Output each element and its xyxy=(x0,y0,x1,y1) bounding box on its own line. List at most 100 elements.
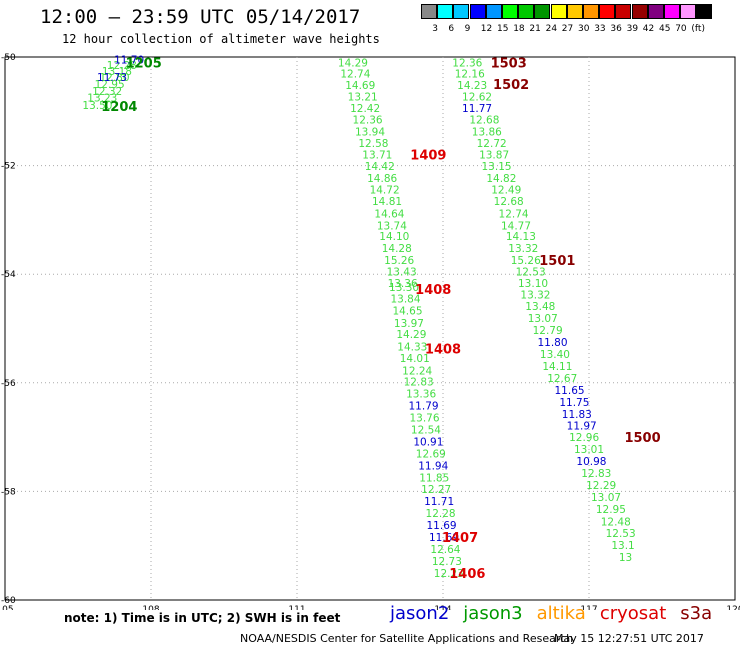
x-tick-label: 105 xyxy=(0,605,14,610)
jason3-swh-value: 13.07 xyxy=(528,313,558,325)
jason3-swh-value: 13.36 xyxy=(388,278,418,290)
plot-frame xyxy=(4,56,736,601)
jason3-swh-value: 14.65 xyxy=(392,306,422,318)
jason3-swh-value: 12.73 xyxy=(432,556,462,568)
jason3-swh-value: 12.49 xyxy=(491,184,521,196)
scale-swatch xyxy=(696,4,713,19)
jason3-swh-value: 12.68 xyxy=(469,114,499,126)
y-tick-label: -60 xyxy=(1,596,16,606)
jason3-swh-value: 13.07 xyxy=(591,492,621,504)
jason3-swh-value: 13.32 xyxy=(508,243,538,255)
jason2-swh-value: 11.83 xyxy=(562,409,592,421)
jason3-swh-value: 13.94 xyxy=(355,126,385,138)
jason2-swh-value: 11.65 xyxy=(555,385,585,397)
jason3-swh-value: 12.54 xyxy=(411,424,441,436)
jason3-swh-value: 14.01 xyxy=(400,353,430,365)
jason3-swh-value: 13.32 xyxy=(520,289,550,301)
satellite-legend: jason2 jason3 altika cryosat s3a xyxy=(390,603,726,624)
jason3-swh-value: 13.43 xyxy=(387,266,417,278)
scale-swatch xyxy=(469,4,486,19)
jason2-swh-value: 11.97 xyxy=(567,421,597,433)
y-tick-label: -50 xyxy=(1,53,16,63)
jason3-swh-value: 12.36 xyxy=(452,57,482,69)
pass-time-label: 1503 xyxy=(491,56,527,71)
satellite-legend-item: jason3 xyxy=(463,603,523,624)
scale-label: 45 xyxy=(659,24,671,34)
scale-label: 30 xyxy=(578,24,590,34)
footer-timestamp: May 15 12:27:51 UTC 2017 xyxy=(554,632,704,645)
jason3-swh-value: 12.95 xyxy=(95,79,125,91)
pass-time-label: 1500 xyxy=(624,431,660,446)
scale-swatch xyxy=(566,4,583,19)
jason3-swh-value: 13.74 xyxy=(377,220,407,232)
jason3-swh-value: 14.42 xyxy=(365,161,395,173)
pass-time-label: 1205 xyxy=(126,56,162,71)
page-title: 12:00 — 23:59 UTC 05/14/2017 xyxy=(40,6,361,28)
x-tick-label: 120 xyxy=(726,605,740,610)
jason3-swh-value: 12.69 xyxy=(416,448,446,460)
jason3-swh-value: 12.62 xyxy=(462,92,492,104)
scale-swatch xyxy=(502,4,518,19)
jason3-swh-value: 14.11 xyxy=(542,361,572,373)
y-tick-label: -52 xyxy=(1,162,16,172)
jason3-swh-value: 13.76 xyxy=(409,413,439,425)
jason3-swh-value: 13.10 xyxy=(518,278,548,290)
satellite-legend-item: cryosat xyxy=(599,603,667,624)
jason3-swh-value: 12.27 xyxy=(421,484,451,496)
jason3-swh-value: 13.84 xyxy=(390,294,420,306)
jason3-swh-value: 11.85 xyxy=(419,472,449,484)
satellite-legend-item: altika xyxy=(536,603,586,624)
scale-label: 9 xyxy=(464,24,471,34)
scale-label: 12 xyxy=(480,24,493,34)
scale-label: 39 xyxy=(626,24,639,34)
scale-swatch xyxy=(550,4,567,19)
jason3-swh-value: 13.71 xyxy=(362,150,392,162)
pass-time-label: 1409 xyxy=(410,149,446,164)
jason3-swh-value: 14.10 xyxy=(379,231,409,243)
jason2-swh-value: 11.75 xyxy=(559,397,589,409)
pass-time-label: 1501 xyxy=(539,254,575,269)
scale-label: 27 xyxy=(561,24,574,34)
scale-swatch xyxy=(680,4,697,19)
jason3-swh-value: 13.30 xyxy=(389,282,419,294)
jason3-swh-value: 12.74 xyxy=(340,68,370,80)
jason3-swh-value: 12.79 xyxy=(533,325,563,337)
jason3-swh-value: 14.77 xyxy=(501,220,531,232)
jason3-swh-value: 12.28 xyxy=(107,60,137,72)
chart-note: note: 1) Time is in UTC; 2) SWH is in fe… xyxy=(64,611,341,625)
scale-swatch xyxy=(518,4,535,19)
jason2-swh-value: 11.69 xyxy=(429,532,459,544)
scale-swatch xyxy=(534,4,551,19)
y-tick-label: -56 xyxy=(1,379,16,389)
satellite-legend-item: s3a xyxy=(680,603,713,624)
jason3-swh-value: 13.97 xyxy=(394,318,424,330)
scale-label: 24 xyxy=(545,24,558,34)
jason2-swh-value: 10.98 xyxy=(576,456,606,468)
scale-label: (ft) xyxy=(691,24,705,34)
jason3-swh-value: 12.68 xyxy=(494,196,524,208)
jason3-swh-value: 14.13 xyxy=(506,231,536,243)
pass-time-label: 1204 xyxy=(101,100,137,115)
jason3-swh-value: 12.48 xyxy=(601,516,631,528)
jason3-swh-value: 14.29 xyxy=(338,57,368,69)
jason3-swh-value: 12.83 xyxy=(404,377,434,389)
jason3-swh-value: 12.64 xyxy=(430,544,460,556)
jason3-swh-value: 12.32 xyxy=(92,86,122,98)
jason3-swh-value: 13.40 xyxy=(540,349,570,361)
jason3-swh-value: 13.1 xyxy=(611,540,634,552)
jason3-swh-value: 12.72 xyxy=(477,138,507,150)
jason3-swh-value: 14.72 xyxy=(370,184,400,196)
jason3-swh-value: 14.64 xyxy=(374,208,404,220)
jason3-swh-value: 12.53 xyxy=(606,528,636,540)
x-tick-label: 114 xyxy=(434,605,451,610)
jason3-swh-value: 13.87 xyxy=(479,150,509,162)
scale-swatch xyxy=(453,4,470,19)
jason3-swh-value: 12.23 xyxy=(434,568,464,580)
jason2-swh-value: 11.73 xyxy=(97,72,127,84)
jason3-swh-value: 13.21 xyxy=(348,92,378,104)
jason3-swh-value: 14.69 xyxy=(345,80,375,92)
jason2-swh-value: 11.79 xyxy=(409,401,439,413)
jason3-swh-value: 13.86 xyxy=(472,126,502,138)
scale-swatch xyxy=(421,4,437,19)
jason3-swh-value: 14.28 xyxy=(382,243,412,255)
